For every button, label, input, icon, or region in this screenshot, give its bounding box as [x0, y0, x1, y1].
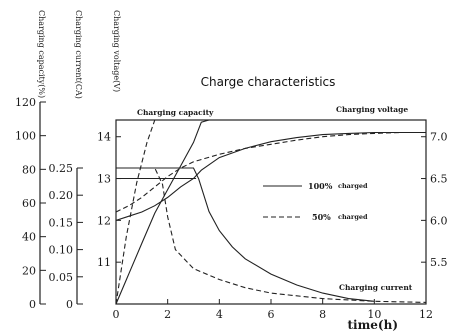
x-tick-label: 6 — [268, 308, 275, 321]
capacity-solid-series — [115, 119, 426, 305]
series-layer — [115, 119, 427, 305]
current-tick-label: 0.15 — [49, 216, 74, 229]
voltage-right-tick-label: 7.0 — [430, 131, 448, 144]
x-axis-label: time(h) — [347, 318, 398, 332]
voltage-left-tick-label: 11 — [97, 256, 111, 269]
legend-solid-label: 100% — [308, 181, 333, 191]
x-tick-label: 4 — [216, 308, 223, 321]
capacity-tick-label: 120 — [15, 96, 36, 109]
current-solid-series — [116, 167, 375, 302]
capacity-tick-label: 40 — [22, 231, 36, 244]
voltage-solid-series — [115, 131, 426, 221]
capacity-dashed-series — [115, 119, 426, 305]
legend-dashed-label: 50% — [312, 212, 331, 222]
voltage-left-tick-label: 13 — [97, 173, 111, 186]
capacity-tick-label: 20 — [22, 264, 36, 277]
x-tick-label: 0 — [113, 308, 120, 321]
voltage-right-tick-label: 5.5 — [430, 256, 448, 269]
current-tick-label: 0 — [66, 298, 73, 311]
charging-voltage-annotation: Charging voltage — [336, 105, 408, 114]
charging-capacity-annotation: Charging capacity — [137, 108, 214, 117]
x-tick-label: 10 — [367, 308, 381, 321]
capacity-tick-label: 60 — [22, 197, 36, 210]
current-tick-label: 0.25 — [49, 162, 74, 175]
voltage-right-tick-label: 6.5 — [430, 173, 448, 186]
current-tick-label: 0.05 — [49, 271, 74, 284]
capacity-axis-label: Charging capacity(%) — [37, 10, 46, 98]
charging-current-annotation: Charging current — [339, 283, 413, 292]
legend-dashed-sublabel: charged — [338, 213, 368, 221]
tick-layer: 02040608010012000.050.100.150.200.251112… — [15, 96, 448, 321]
current-tick-label: 0.20 — [49, 189, 74, 202]
x-tick-label: 12 — [419, 308, 433, 321]
voltage-right-tick-label: 6.0 — [430, 214, 448, 227]
current-dashed-series — [116, 167, 427, 303]
capacity-tick-label: 80 — [22, 163, 36, 176]
capacity-tick-label: 0 — [29, 298, 36, 311]
x-tick-label: 2 — [164, 308, 171, 321]
voltage-left-tick-label: 14 — [97, 131, 111, 144]
current-tick-label: 0.10 — [49, 244, 74, 257]
voltage-dashed-series — [115, 131, 426, 213]
legend-solid-sublabel: charged — [338, 182, 368, 190]
voltage-left-tick-label: 12 — [97, 214, 111, 227]
voltage-axis-label: Charging voltage(V) — [112, 10, 121, 92]
x-tick-label: 8 — [319, 308, 326, 321]
current-axis-label: Charging current(CA) — [74, 10, 83, 99]
chart-title: Charge characteristics — [201, 75, 336, 89]
capacity-tick-label: 100 — [15, 130, 36, 143]
plot-frame — [115, 119, 427, 305]
